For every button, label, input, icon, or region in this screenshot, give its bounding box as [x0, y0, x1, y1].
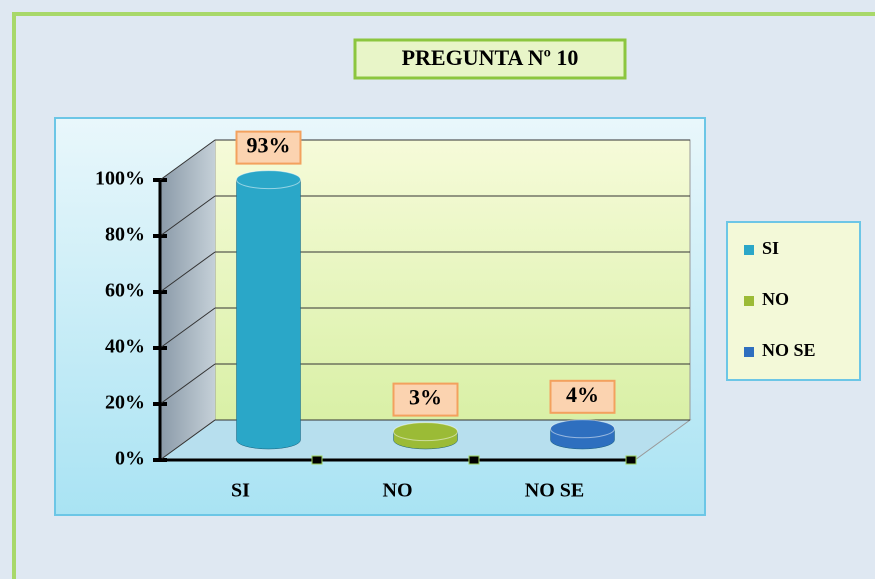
legend-label: NO SE — [762, 340, 816, 360]
x-tick-label: NO SE — [525, 480, 584, 502]
grid-line — [159, 363, 216, 405]
x-tick — [311, 455, 323, 465]
side-wall — [160, 140, 215, 460]
value-label-box — [549, 379, 616, 414]
value-label-box — [235, 130, 302, 165]
grid-line — [159, 307, 216, 349]
frame — [12, 12, 875, 579]
value-label-box — [392, 382, 459, 417]
grid-line — [159, 251, 216, 293]
y-tick-label: 20% — [105, 392, 145, 414]
y-tick-label: 0% — [115, 448, 145, 470]
value-label: 4% — [566, 382, 599, 407]
chart-title: PREGUNTA Nº 10 — [402, 45, 579, 70]
grid-line — [159, 419, 216, 461]
bar-top — [236, 170, 301, 190]
grid-line — [159, 195, 216, 237]
legend-label: SI — [762, 238, 779, 258]
x-tick-label: SI — [231, 480, 250, 502]
x-tick — [625, 455, 637, 465]
legend-label: NO — [762, 289, 789, 309]
bar-top — [550, 419, 615, 439]
legend-swatch — [744, 347, 754, 357]
bar — [236, 179, 301, 450]
y-tick-label: 80% — [105, 224, 145, 246]
x-tick-label: NO — [383, 480, 413, 502]
y-tick-label: 60% — [105, 280, 145, 302]
y-tick-label: 40% — [105, 336, 145, 358]
bar-top — [393, 422, 458, 442]
value-label: 3% — [409, 385, 442, 410]
value-label: 93% — [247, 133, 291, 158]
y-tick-label: 100% — [95, 168, 145, 190]
legend-swatch — [744, 296, 754, 306]
title-box — [353, 38, 627, 80]
x-tick — [468, 455, 480, 465]
legend-swatch — [744, 245, 754, 255]
grid-line — [159, 139, 216, 181]
